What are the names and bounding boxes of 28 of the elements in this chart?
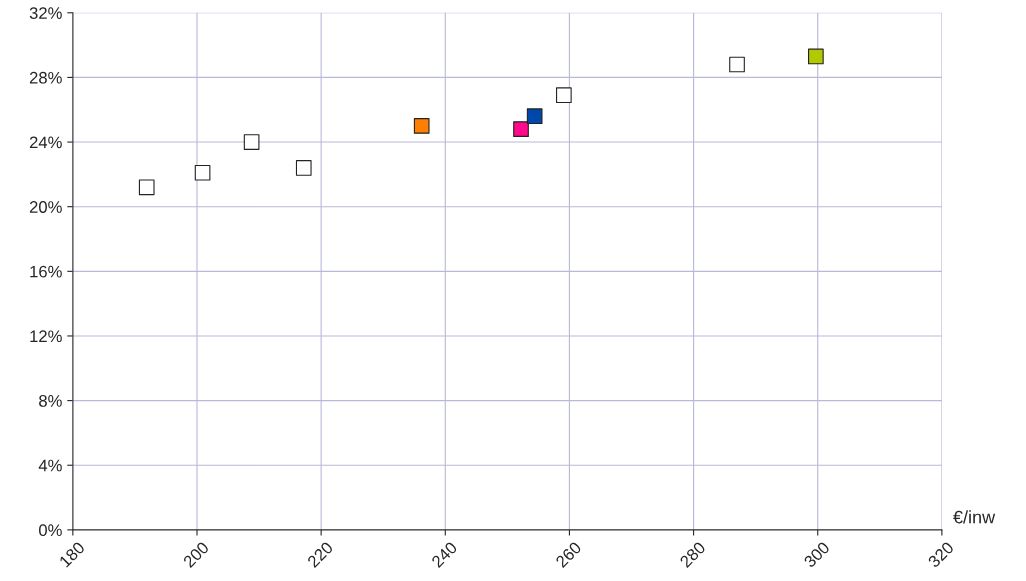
x-tick-label: 300	[803, 541, 831, 569]
point	[413, 118, 430, 134]
y-tick-label: 20%	[29, 201, 62, 213]
point	[295, 160, 312, 176]
y-tick-label: 32%	[29, 7, 62, 19]
x-tick-label: 200	[182, 541, 210, 569]
x-axis-title: €/inw	[953, 510, 996, 524]
y-tick-label: 4%	[38, 459, 62, 472]
point	[526, 108, 543, 125]
x-tick-label: 180	[58, 541, 86, 568]
point	[556, 87, 572, 104]
point	[808, 48, 824, 65]
y-tick-label: 0%	[38, 524, 62, 537]
point	[138, 179, 155, 196]
x-tick-label: 260	[555, 541, 582, 569]
point	[513, 121, 529, 137]
y-tick-label: 24%	[29, 136, 62, 149]
y-tick-label: 12%	[30, 330, 62, 343]
x-tick-label: 220	[306, 541, 334, 569]
y-tick-label: 28%	[29, 71, 62, 84]
point	[243, 134, 260, 150]
x-tick-label: 320	[927, 541, 955, 569]
point	[729, 56, 745, 73]
y-tick-label: 16%	[30, 265, 62, 278]
y-tick-label: 8%	[39, 395, 62, 407]
x-tick-label: 240	[430, 541, 458, 569]
x-tick-label: 280	[679, 541, 707, 569]
point	[194, 164, 211, 181]
